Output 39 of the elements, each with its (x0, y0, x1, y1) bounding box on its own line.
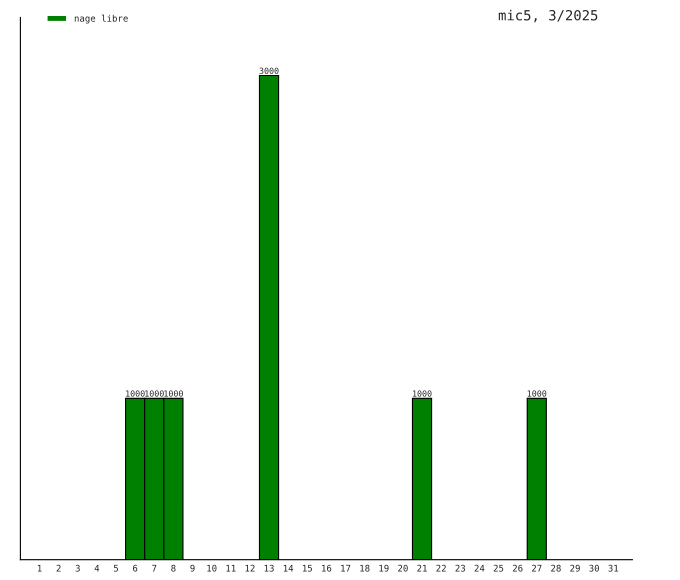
x-tick-label: 21 (417, 564, 427, 572)
x-tick-label: 9 (190, 564, 195, 572)
x-tick-label: 6 (133, 564, 138, 572)
x-tick-label: 5 (114, 564, 118, 572)
x-tick-label: 25 (494, 564, 504, 572)
x-tick-label: 14 (284, 564, 294, 572)
x-tick-label: 2 (56, 564, 61, 572)
x-tick-label: 17 (341, 564, 350, 572)
x-tick-label: 27 (532, 564, 542, 572)
x-tick-label: 8 (171, 564, 176, 572)
x-tick-label: 12 (246, 564, 255, 572)
legend-label: nage libre (74, 14, 128, 24)
data-label: 1000 (126, 390, 145, 397)
x-tick-label: 29 (570, 564, 580, 572)
chart-title: mic5, 3/2025 (498, 10, 598, 22)
x-tick-label: 26 (512, 564, 522, 572)
x-tick-label: 4 (94, 564, 100, 572)
x-tick-label: 7 (152, 564, 156, 572)
x-tick-label: 20 (398, 564, 408, 572)
x-tick-label: 28 (551, 564, 561, 572)
x-tick-label: 24 (474, 564, 484, 572)
data-label: 3000 (260, 68, 279, 74)
x-tick-label: 13 (264, 564, 274, 572)
x-tick-label: 15 (302, 564, 312, 572)
x-tick-label: 16 (322, 564, 332, 572)
data-label: 1000 (145, 390, 164, 397)
x-tick-label: 1 (38, 564, 42, 572)
x-tick-label: 10 (207, 564, 216, 572)
x-tick-label: 19 (379, 564, 389, 572)
x-tick-label: 11 (226, 564, 236, 572)
x-tick-label: 3 (76, 564, 80, 572)
x-tick-label: 30 (589, 564, 599, 572)
x-tick-label: 22 (436, 564, 446, 572)
x-tick-label: 18 (360, 564, 370, 572)
x-tick-label: 23 (456, 564, 466, 572)
data-label: 1000 (528, 390, 546, 397)
data-label: 1000 (412, 390, 432, 397)
x-tick-label: 31 (608, 564, 618, 572)
data-label: 1000 (164, 390, 183, 397)
